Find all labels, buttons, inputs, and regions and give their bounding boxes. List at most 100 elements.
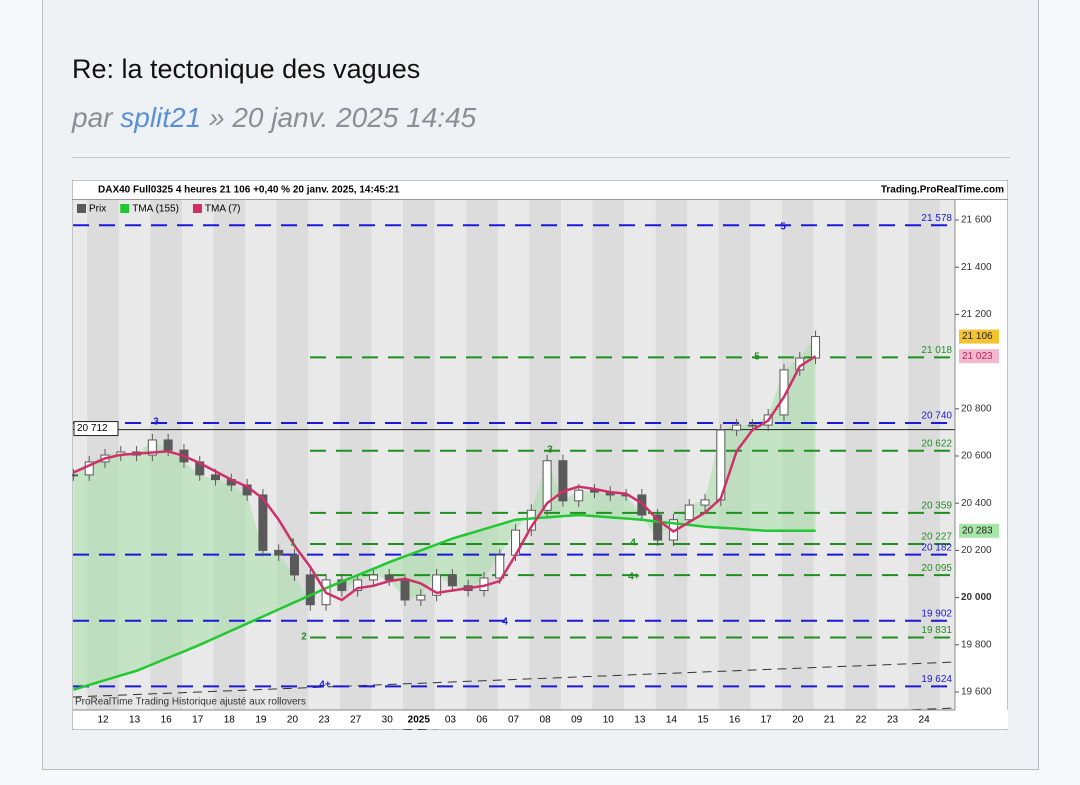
candle [400, 579, 410, 601]
x-tick-label: 03 [445, 715, 457, 726]
x-tick-label: 20 [792, 715, 804, 726]
legend-label: Prix [89, 204, 106, 215]
y-tick-label: 19 600 [961, 687, 992, 698]
candle [384, 574, 394, 581]
x-tick-label: 27 [350, 715, 362, 726]
candle [337, 579, 347, 592]
x-tick-label: 30 [382, 715, 394, 726]
candle [368, 574, 378, 581]
badge-label: 20 283 [962, 525, 993, 536]
x-tick-label: 12 [97, 715, 109, 726]
legend-swatch [77, 204, 86, 213]
band [529, 200, 561, 710]
wave-label: 5 [754, 352, 760, 363]
x-tick-label: 23 [887, 715, 899, 726]
band [339, 200, 372, 710]
x-tick-label: 18 [224, 715, 236, 726]
y-tick-label: 20 800 [961, 403, 992, 414]
x-tick-label: 22 [855, 715, 867, 726]
legend-swatch [120, 204, 130, 213]
x-tick-label: 16 [161, 715, 173, 726]
candle [700, 499, 710, 506]
x-tick-label: 14 [666, 715, 678, 726]
band [403, 200, 435, 710]
legend-label: TMA (7) [205, 204, 241, 215]
wave-label: 4+ [628, 572, 640, 583]
x-tick-label: 17 [761, 715, 773, 726]
x-tick-label: 15 [697, 715, 709, 726]
x-tick-label: 06 [476, 715, 488, 726]
y-tick-label: 21 600 [961, 215, 992, 226]
candle [495, 554, 505, 579]
chart-title: DAX40 Full0325 4 heures 21 106 +0,40 % 2… [98, 185, 400, 196]
candle [747, 424, 757, 427]
band [276, 200, 309, 710]
candle [147, 439, 157, 456]
chart-footer: ProRealTime Trading Historique ajusté au… [75, 697, 306, 708]
candle [732, 424, 742, 431]
band [592, 200, 625, 710]
band [655, 200, 688, 710]
x-tick-label: 08 [540, 715, 552, 726]
band [845, 200, 877, 710]
cursor-box [73, 421, 119, 437]
level-label: 19 831 [921, 625, 952, 636]
price-badge [959, 523, 999, 538]
axis-bg [955, 200, 1007, 710]
wave-label: 4+ [319, 680, 331, 691]
author-link[interactable]: split21 [120, 102, 202, 133]
candle [684, 504, 694, 521]
x-tick-label: 20 [287, 715, 299, 726]
candle [542, 460, 552, 511]
wave-label: 4 [502, 617, 508, 628]
candle [258, 494, 268, 551]
x-tick-label: 2025 [408, 715, 431, 726]
x-tick-label: 19 [255, 715, 267, 726]
post-meta: par split21 » 20 janv. 2025 14:45 [72, 102, 476, 134]
separator [72, 157, 1010, 158]
fill-area [73, 336, 816, 690]
level-label: 20 182 [921, 542, 952, 553]
y-tick-label: 20 600 [961, 451, 992, 462]
chart: DAX40 Full0325 4 heures 21 106 +0,40 % 2… [72, 180, 1008, 730]
x-tick-label: 17 [192, 715, 204, 726]
x-tick-label: 09 [571, 715, 583, 726]
candle [811, 336, 821, 359]
x-tick-label: 13 [634, 715, 646, 726]
x-tick-label: 21 [824, 715, 836, 726]
y-tick-label: 20 000 [961, 592, 992, 603]
level-label: 21 578 [921, 213, 952, 224]
by: par [72, 102, 113, 133]
level-label: 21 018 [921, 345, 952, 356]
band [466, 200, 498, 710]
y-tick-label: 20 400 [961, 498, 992, 509]
date-axis-bg [73, 710, 1008, 729]
x-tick-label: 07 [508, 715, 520, 726]
post-date: » 20 janv. 2025 14:45 [208, 102, 477, 133]
band [908, 200, 940, 710]
level-label: 20 227 [921, 532, 952, 543]
candle [289, 554, 299, 576]
y-tick-label: 21 200 [961, 309, 992, 320]
y-tick-label: 20 200 [961, 545, 992, 556]
candle [558, 460, 568, 502]
level-label: 20 622 [921, 438, 952, 449]
badge-label: 21 106 [962, 331, 993, 342]
wave-label: 2 [301, 632, 307, 643]
level-label: 20 095 [921, 563, 952, 574]
candle [432, 574, 442, 596]
candle [447, 574, 457, 587]
candle [305, 574, 315, 606]
y-tick-label: 19 800 [961, 639, 992, 650]
badge-label: 21 023 [962, 351, 993, 362]
legend-swatch [192, 204, 202, 213]
level-label: 20 740 [921, 411, 952, 422]
ma-line [73, 513, 816, 691]
wave-label: 3 [547, 445, 553, 456]
candle [779, 369, 789, 416]
y-tick-label: 21 400 [961, 262, 992, 273]
trend-line [72, 661, 956, 698]
wave-label: 4 [630, 538, 636, 549]
wave-label: 3 [153, 417, 159, 428]
